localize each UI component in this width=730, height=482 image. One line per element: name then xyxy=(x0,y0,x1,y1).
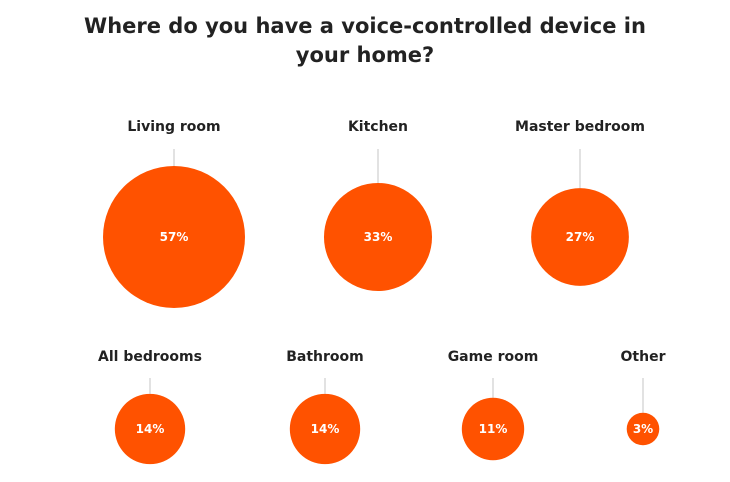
bubble-kitchen xyxy=(323,182,433,292)
chart-title-line-1: Where do you have a voice-controlled dev… xyxy=(84,14,646,38)
value-label-all-bedrooms: 14% xyxy=(136,422,165,436)
category-label-kitchen: Kitchen xyxy=(348,119,408,135)
category-label-all-bedrooms: All bedrooms xyxy=(98,349,202,365)
category-label-other: Other xyxy=(621,349,666,365)
value-label-bathroom: 14% xyxy=(311,422,340,436)
bubble-all-bedrooms xyxy=(114,393,186,465)
value-label-kitchen: 33% xyxy=(364,230,393,244)
category-label-living-room: Living room xyxy=(127,119,220,135)
chart-title: Where do you have a voice-controlled dev… xyxy=(0,12,730,70)
value-label-living-room: 57% xyxy=(160,230,189,244)
value-label-game-room: 11% xyxy=(479,422,508,436)
value-label-master-bedroom: 27% xyxy=(566,230,595,244)
bubble-living-room xyxy=(103,166,245,308)
bubble-master-bedroom xyxy=(531,188,629,286)
chart-title-line-2: your home? xyxy=(295,43,435,67)
category-label-master-bedroom: Master bedroom xyxy=(515,119,645,135)
value-label-other: 3% xyxy=(633,422,653,436)
category-label-game-room: Game room xyxy=(448,349,539,365)
bubble-game-room xyxy=(461,397,525,461)
bubble-other xyxy=(626,412,660,446)
bubble-bathroom xyxy=(289,393,361,465)
category-label-bathroom: Bathroom xyxy=(286,349,364,365)
